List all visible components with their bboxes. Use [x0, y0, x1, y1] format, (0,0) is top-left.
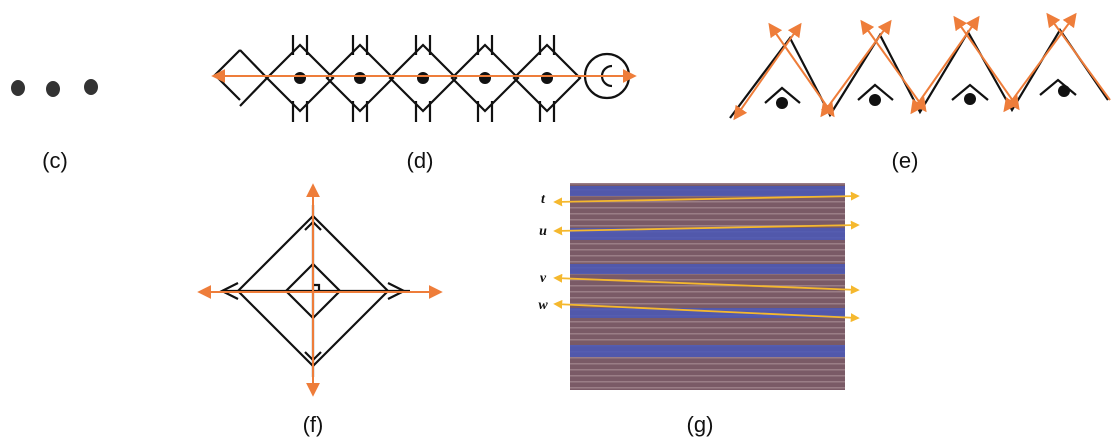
line-label: t	[541, 192, 546, 207]
panel-d: (d)	[214, 35, 634, 173]
panel-c: (c)	[11, 79, 98, 173]
line-label: w	[538, 298, 548, 313]
figure: (c) (d)	[0, 0, 1116, 443]
line-label: v	[540, 271, 547, 286]
panel-label: (e)	[892, 148, 919, 173]
dot	[11, 80, 25, 96]
line-label: u	[539, 224, 547, 239]
panel-g: t u v w (g)	[538, 183, 858, 437]
panel-label: (c)	[42, 148, 68, 173]
panel-label: (d)	[407, 148, 434, 173]
dot	[84, 79, 98, 95]
panel-e: (e)	[730, 15, 1110, 173]
panel-label: (g)	[687, 412, 714, 437]
panel-f: (f)	[200, 186, 440, 437]
fabric-photo	[570, 183, 845, 390]
dot	[46, 81, 60, 97]
panel-label: (f)	[303, 412, 324, 437]
